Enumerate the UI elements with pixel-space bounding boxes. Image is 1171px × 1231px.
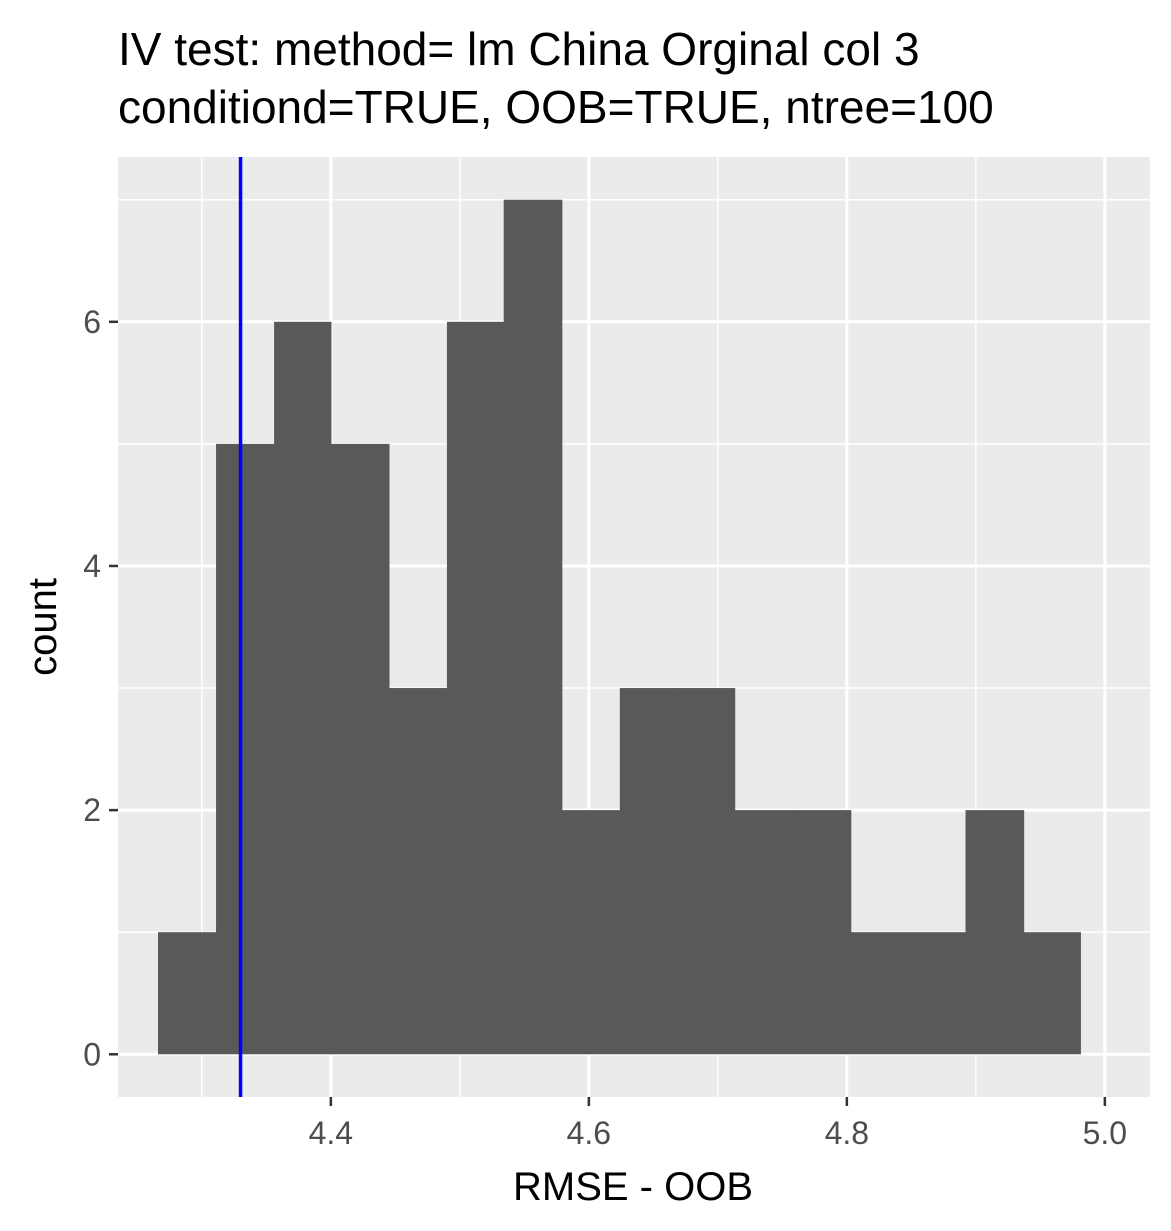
x-tick-label: 4.8 (825, 1115, 869, 1151)
histogram-bar (619, 688, 679, 1055)
histogram-bar (274, 321, 332, 1055)
histogram-bar (561, 810, 621, 1055)
histogram-bar (1023, 932, 1081, 1055)
x-tick-label: 4.4 (309, 1115, 353, 1151)
y-axis-title: count (21, 578, 65, 676)
x-tick-label: 4.6 (567, 1115, 611, 1151)
histogram-bar (446, 321, 505, 1055)
histogram-bar (216, 443, 275, 1055)
y-tick-label: 2 (83, 792, 101, 828)
histogram-bar (330, 443, 390, 1055)
histogram-bars (157, 199, 1081, 1055)
y-tick-label: 0 (83, 1036, 101, 1072)
histogram-bar (792, 810, 852, 1055)
histogram-bar (388, 688, 448, 1055)
y-axis: 0 2 4 6 (83, 304, 118, 1072)
x-tick-label: 5.0 (1083, 1115, 1127, 1151)
y-tick-label: 6 (83, 304, 101, 340)
histogram-bar (907, 932, 967, 1055)
chart-subtitle: conditiond=TRUE, OOB=TRUE, ntree=100 (118, 81, 994, 133)
chart-title: IV test: method= lm China Orginal col 3 (118, 23, 920, 75)
histogram-bar (734, 810, 794, 1055)
histogram-bar (503, 199, 563, 1055)
x-axis-title: RMSE - OOB (513, 1165, 753, 1209)
y-tick-label: 4 (83, 548, 101, 584)
histogram-bar (157, 932, 217, 1055)
x-axis: 4.4 4.6 4.8 5.0 (309, 1097, 1127, 1151)
histogram-bar (850, 932, 909, 1055)
histogram-bar (677, 688, 736, 1055)
histogram-bar (965, 810, 1025, 1055)
